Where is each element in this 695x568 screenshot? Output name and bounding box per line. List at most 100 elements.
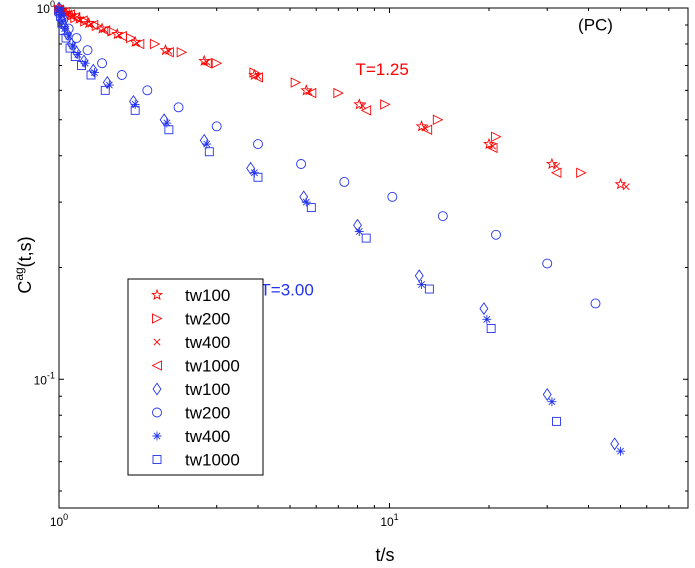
legend-label: tw400 [185,427,230,446]
plot-border [58,7,689,509]
data-point [300,84,313,96]
data-point [88,63,98,77]
data-point [71,33,82,43]
tick-label-exp: 0 [63,512,68,522]
legend-label: tw200 [185,404,230,423]
legend-entry: tw200 [152,404,230,423]
data-point [68,41,78,51]
legend-label: tw200 [185,310,230,329]
data-point [253,139,263,150]
data-point [102,75,112,89]
tick-label-exp: 1 [394,512,399,522]
annotations: (PC) T=1.25 T=3.00 [260,15,613,299]
data-point [201,57,212,69]
legend-entry: tw400 [152,427,230,446]
data-point [301,197,311,207]
y-axis-label: Cag(t,s) [12,236,35,293]
legend-marker [151,288,163,301]
series-tw1000-T300 [54,6,561,426]
data-point [333,87,344,99]
legend-marker [153,338,161,346]
data-point [99,25,111,36]
data-point [616,446,626,456]
data-point [491,131,502,142]
data-point [130,99,140,109]
y-tick-label: 100 [37,0,55,16]
legend-label: tw1000 [185,451,240,470]
data-point [361,233,371,243]
data-point [176,47,188,58]
data-point [482,314,492,324]
data-point [107,26,118,37]
series-tw400-T125 [55,5,630,191]
data-point [69,11,81,23]
legend: tw100 tw200 tw400 tw1000 tw100 tw200 tw400 tw10… [127,278,264,476]
data-point [545,157,558,170]
legend-marker [152,455,162,464]
legend-label: tw100 [185,286,230,305]
data-point [202,139,212,149]
axis-ticks [58,7,689,508]
data-point [64,31,74,41]
data-point [82,45,93,56]
data-point [204,147,214,157]
data-point [249,67,260,78]
data-point [414,269,424,283]
annotation: T=1.25 [355,60,408,79]
data-point [164,125,174,135]
data-point [432,114,444,125]
data-point [306,203,316,213]
data-point [73,49,83,59]
data-point [162,118,172,128]
data-point [354,227,364,237]
data-point [57,18,67,28]
data-point [483,137,495,150]
data-point [249,168,259,178]
data-point [246,161,256,175]
data-point [547,397,557,407]
legend-label: tw400 [185,333,230,352]
tick-label-exp: 0 [50,0,55,9]
legend-label: tw100 [185,380,230,399]
data-point [552,162,560,170]
data-point [253,172,263,182]
data-point [60,24,70,34]
data-point [387,191,398,202]
legend-entry: tw200 [152,310,230,329]
data-point [550,167,562,178]
data-point [424,284,434,294]
legend-marker [152,382,162,396]
data-point [64,9,75,20]
data-point [77,15,88,26]
x-tick-label: 101 [380,512,398,529]
data-point [104,80,114,90]
annotation: (PC) [578,15,613,34]
data-point [79,54,89,68]
data-point [163,47,174,58]
data-point [487,142,498,154]
data-point [57,16,67,26]
data-point [252,72,263,83]
x-axis-label: t/s [375,545,394,565]
y-axis-label-sup: ag [12,267,26,280]
data-point [491,229,501,240]
data-point [89,68,99,78]
data-point [100,85,110,95]
tick-label-base: 10 [50,515,64,529]
data-point [305,87,317,99]
data-point [479,302,489,316]
data-point [290,77,302,88]
data-point [55,11,65,21]
series-tw200-T125 [54,4,587,178]
data-point [54,5,64,15]
data-point [142,85,153,96]
data-point [417,279,427,289]
legend-entry: tw100 [152,380,230,399]
data-point [590,298,601,309]
tick-label-base: 10 [34,373,48,387]
data-point [622,183,630,191]
data-point [54,6,64,16]
series-tw200-T300 [54,7,601,309]
data-point [614,178,627,190]
